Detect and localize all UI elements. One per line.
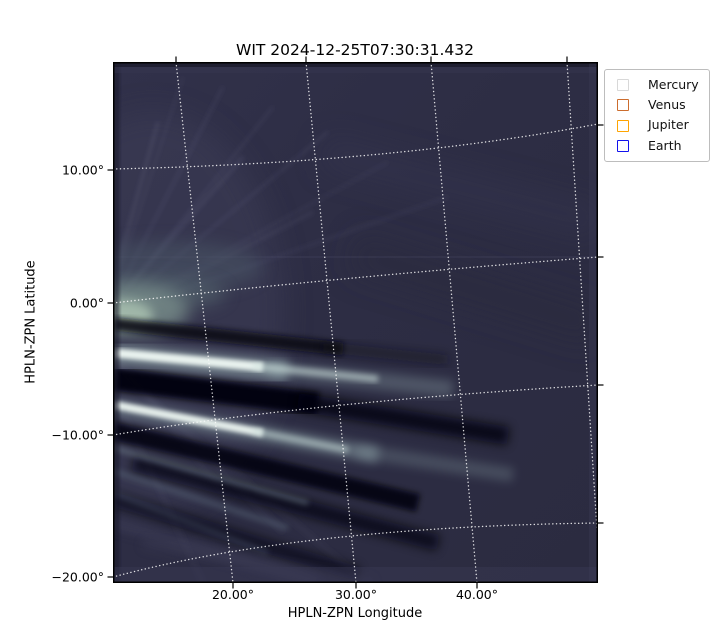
lower-left-rays (113, 445, 374, 583)
legend: Mercury Venus Jupiter Earth (604, 69, 710, 163)
plot-title: WIT 2024-12-25T07:30:31.432 (236, 41, 474, 59)
axes-spines (113, 62, 598, 583)
x-tick-label: 20.00° (211, 587, 255, 602)
bright-streak-1 (113, 343, 454, 398)
y-tick-label: −20.00° (51, 569, 104, 585)
celestial-grid (113, 62, 598, 583)
dark-lanes (113, 422, 441, 581)
legend-entry-venus: Venus (617, 95, 703, 115)
legend-entry-mercury: Mercury (617, 75, 703, 95)
legend-label: Jupiter (648, 117, 689, 133)
jupiter-marker-icon (617, 119, 629, 132)
y-axis-label: HPLN-ZPN Latitude (23, 260, 39, 384)
legend-label: Venus (648, 97, 686, 113)
wispr-image (113, 62, 598, 583)
legend-label: Earth (648, 137, 682, 153)
y-tick-label: −10.00° (51, 427, 104, 443)
tick-marks (107, 56, 604, 589)
bright-streak-2 (113, 399, 515, 482)
x-tick-label: 40.00° (455, 587, 499, 602)
legend-label: Mercury (648, 76, 699, 92)
y-tick-label: 10.00° (61, 162, 104, 178)
legend-entry-earth: Earth (617, 136, 703, 156)
mercury-marker-icon (617, 79, 629, 92)
x-tick-label: 30.00° (334, 587, 378, 602)
earth-marker-icon (617, 140, 629, 153)
venus-marker-icon (617, 99, 629, 112)
y-tick-label: 0.00° (69, 295, 104, 311)
x-axis-label: HPLN-ZPN Longitude (287, 606, 423, 621)
legend-entry-jupiter: Jupiter (617, 116, 703, 136)
